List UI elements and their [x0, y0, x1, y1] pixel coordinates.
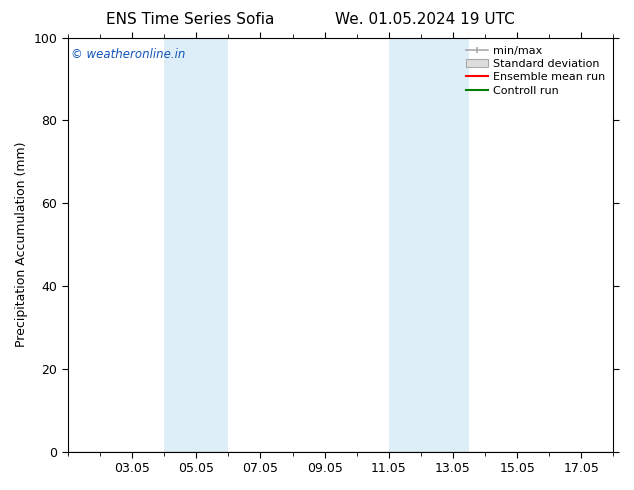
Bar — [197, 38, 228, 452]
Text: ENS Time Series Sofia: ENS Time Series Sofia — [106, 12, 275, 27]
Y-axis label: Precipitation Accumulation (mm): Precipitation Accumulation (mm) — [15, 142, 28, 347]
Bar — [164, 38, 197, 452]
Legend: min/max, Standard deviation, Ensemble mean run, Controll run: min/max, Standard deviation, Ensemble me… — [461, 41, 610, 100]
Bar — [389, 38, 421, 452]
Text: © weatheronline.in: © weatheronline.in — [70, 48, 185, 61]
Text: We. 01.05.2024 19 UTC: We. 01.05.2024 19 UTC — [335, 12, 515, 27]
Bar — [421, 38, 469, 452]
